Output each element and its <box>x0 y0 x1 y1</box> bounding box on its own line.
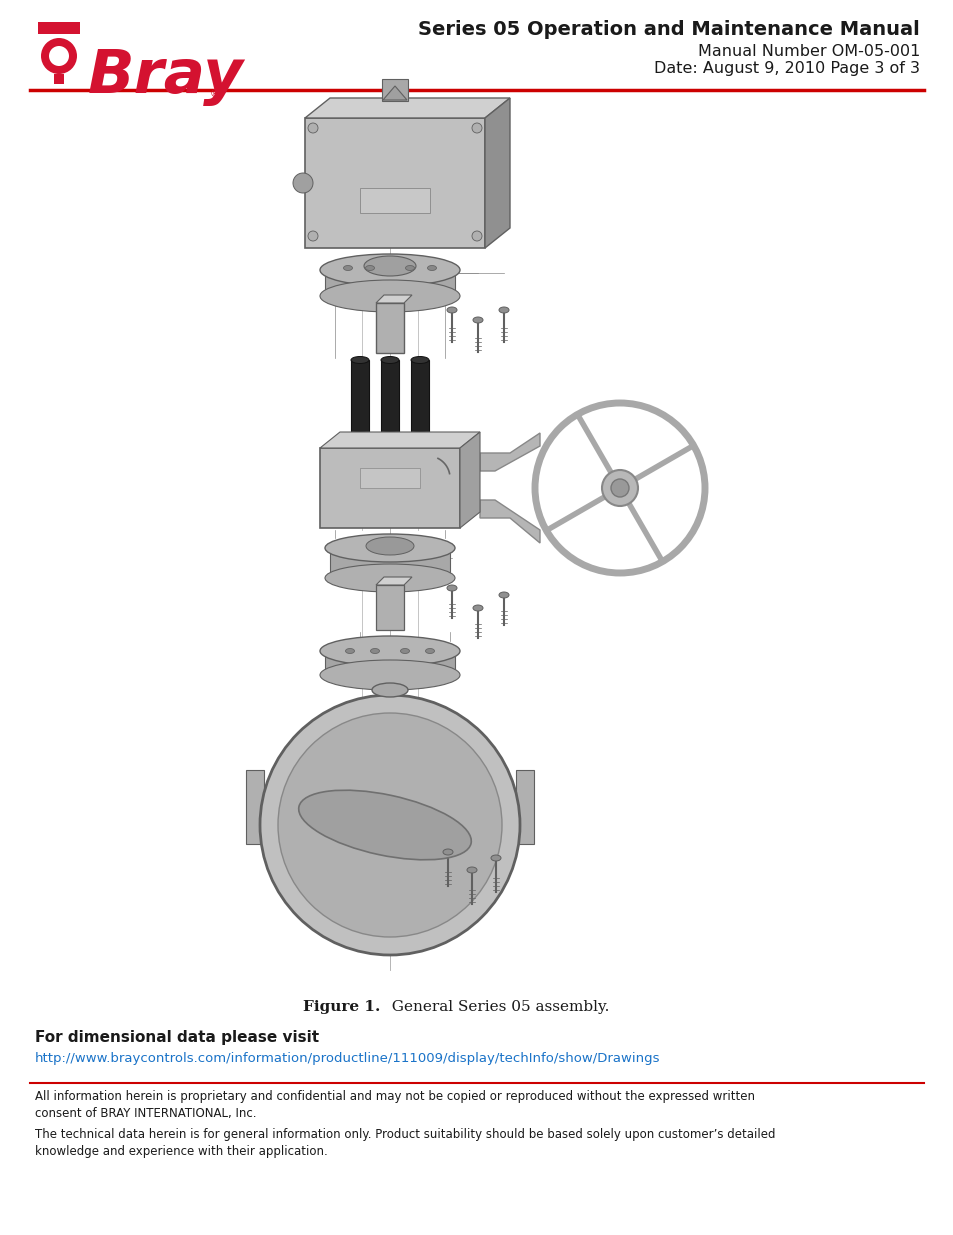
Ellipse shape <box>325 564 455 592</box>
Polygon shape <box>382 86 407 100</box>
Circle shape <box>260 695 519 955</box>
Ellipse shape <box>411 431 429 438</box>
Circle shape <box>308 231 317 241</box>
Text: ®: ® <box>210 89 219 99</box>
FancyBboxPatch shape <box>380 359 398 435</box>
Text: knowledge and experience with their application.: knowledge and experience with their appl… <box>35 1145 328 1158</box>
Ellipse shape <box>411 357 429 363</box>
Polygon shape <box>479 433 539 471</box>
Text: Bray: Bray <box>88 47 244 106</box>
Text: Manual Number OM-05-001: Manual Number OM-05-001 <box>697 44 919 59</box>
Text: consent of BRAY INTERNATIONAL, Inc.: consent of BRAY INTERNATIONAL, Inc. <box>35 1107 256 1120</box>
Polygon shape <box>319 432 479 448</box>
Ellipse shape <box>298 790 471 860</box>
Polygon shape <box>375 295 412 303</box>
Circle shape <box>601 471 638 506</box>
Ellipse shape <box>498 592 509 598</box>
Polygon shape <box>479 500 539 543</box>
FancyBboxPatch shape <box>359 188 430 212</box>
Polygon shape <box>375 577 412 585</box>
Circle shape <box>293 173 313 193</box>
Circle shape <box>472 231 481 241</box>
Ellipse shape <box>343 266 352 270</box>
Ellipse shape <box>425 648 434 653</box>
Ellipse shape <box>405 266 414 270</box>
FancyBboxPatch shape <box>325 270 455 296</box>
Ellipse shape <box>447 585 456 592</box>
Polygon shape <box>484 98 510 248</box>
FancyBboxPatch shape <box>411 359 429 435</box>
FancyBboxPatch shape <box>38 22 80 35</box>
Circle shape <box>308 124 317 133</box>
Ellipse shape <box>372 683 408 697</box>
Text: Figure 1.: Figure 1. <box>302 1000 379 1014</box>
Ellipse shape <box>473 317 482 324</box>
Text: The technical data herein is for general information only. Product suitability s: The technical data herein is for general… <box>35 1128 775 1141</box>
FancyBboxPatch shape <box>305 119 484 248</box>
Polygon shape <box>459 432 479 529</box>
Ellipse shape <box>442 848 453 855</box>
Circle shape <box>472 124 481 133</box>
Text: All information herein is proprietary and confidential and may not be copied or : All information herein is proprietary an… <box>35 1091 754 1103</box>
Ellipse shape <box>365 266 375 270</box>
FancyBboxPatch shape <box>330 548 450 578</box>
Ellipse shape <box>427 266 436 270</box>
Circle shape <box>41 38 77 74</box>
FancyBboxPatch shape <box>375 585 403 630</box>
Ellipse shape <box>473 605 482 611</box>
FancyBboxPatch shape <box>381 79 408 101</box>
Circle shape <box>49 46 69 65</box>
Ellipse shape <box>491 855 500 861</box>
Ellipse shape <box>447 308 456 312</box>
Ellipse shape <box>319 254 459 287</box>
FancyBboxPatch shape <box>246 769 264 844</box>
FancyBboxPatch shape <box>351 359 369 435</box>
Ellipse shape <box>467 867 476 873</box>
Ellipse shape <box>345 648 355 653</box>
Ellipse shape <box>380 357 398 363</box>
Text: Series 05 Operation and Maintenance Manual: Series 05 Operation and Maintenance Manu… <box>417 20 919 40</box>
FancyBboxPatch shape <box>359 468 419 488</box>
FancyBboxPatch shape <box>319 448 459 529</box>
Ellipse shape <box>370 648 379 653</box>
Ellipse shape <box>319 636 459 666</box>
FancyBboxPatch shape <box>54 74 64 84</box>
Ellipse shape <box>319 280 459 312</box>
Ellipse shape <box>351 357 369 363</box>
Text: Date: August 9, 2010 Page 3 of 3: Date: August 9, 2010 Page 3 of 3 <box>654 61 919 77</box>
Ellipse shape <box>366 537 414 555</box>
Ellipse shape <box>380 431 398 438</box>
FancyBboxPatch shape <box>516 769 534 844</box>
Polygon shape <box>305 98 510 119</box>
Circle shape <box>277 713 501 937</box>
Ellipse shape <box>364 256 416 275</box>
Circle shape <box>610 479 628 496</box>
Ellipse shape <box>400 648 409 653</box>
FancyBboxPatch shape <box>325 651 455 676</box>
Text: http://www.braycontrols.com/information/productline/111009/display/techInfo/show: http://www.braycontrols.com/information/… <box>35 1052 659 1065</box>
Ellipse shape <box>498 308 509 312</box>
Ellipse shape <box>325 534 455 562</box>
Ellipse shape <box>351 431 369 438</box>
Ellipse shape <box>319 659 459 690</box>
Text: For dimensional data please visit: For dimensional data please visit <box>35 1030 319 1045</box>
Text: General Series 05 assembly.: General Series 05 assembly. <box>381 1000 609 1014</box>
FancyBboxPatch shape <box>375 303 403 353</box>
